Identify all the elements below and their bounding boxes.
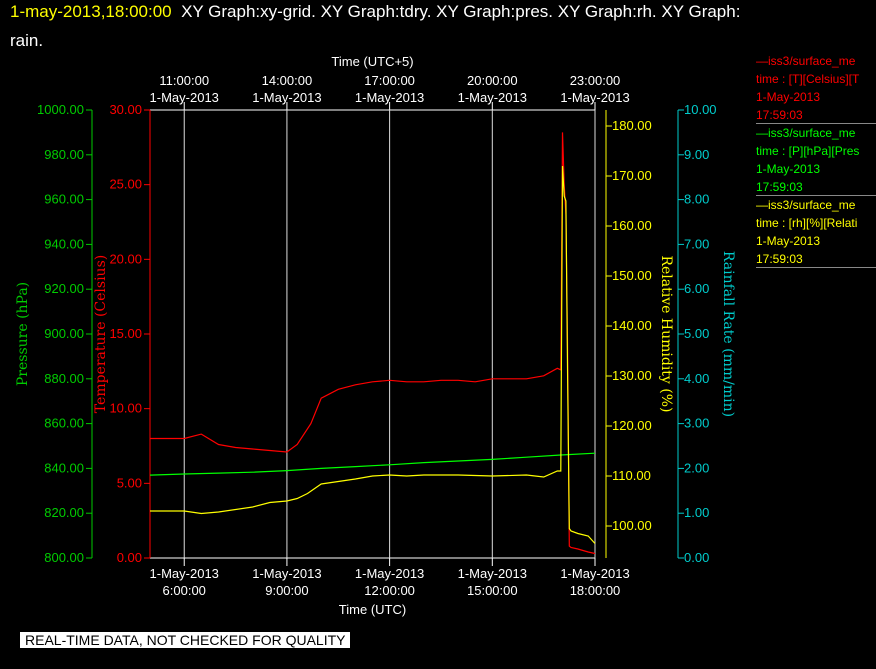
rh-tick-label: 160.00 xyxy=(612,218,652,233)
rh-tick-label: 100.00 xyxy=(612,518,652,533)
pressure-tick-label: 900.00 xyxy=(44,326,84,341)
top-x-tick-label-date: 1-May-2013 xyxy=(560,90,629,105)
series-line-P xyxy=(149,452,596,476)
rh-tick-label: 170.00 xyxy=(612,168,652,183)
x-tick-label-time: 15:00:00 xyxy=(467,583,518,598)
chart-title-line2: rain. xyxy=(10,31,44,50)
top-x-tick-label-date: 1-May-2013 xyxy=(252,90,321,105)
pressure-tick-label: 880.00 xyxy=(44,371,84,386)
legend-line: 1-May-2013 xyxy=(756,234,821,248)
legend-line: —iss3/surface_me xyxy=(756,54,856,68)
pressure-tick-label: 920.00 xyxy=(44,281,84,296)
pressure-tick-label: 840.00 xyxy=(44,460,84,475)
rain-tick-label: 6.00 xyxy=(684,281,709,296)
temperature-tick-label: 25.00 xyxy=(109,177,142,192)
x-tick-label-time: 18:00:00 xyxy=(570,583,621,598)
x-tick-label-date: 1-May-2013 xyxy=(252,566,321,581)
temperature-tick-label: 30.00 xyxy=(109,102,142,117)
rh-axis-title: Relative Humidity (%) xyxy=(658,255,674,412)
series-line-rh xyxy=(150,165,596,544)
pressure-tick-label: 860.00 xyxy=(44,416,84,431)
pressure-tick-label: 800.00 xyxy=(44,550,84,565)
x-tick-label-date: 1-May-2013 xyxy=(458,566,527,581)
x-tick-label-date: 1-May-2013 xyxy=(560,566,629,581)
x-tick-label-date: 1-May-2013 xyxy=(150,566,219,581)
top-x-tick-label-time: 17:00:00 xyxy=(364,73,415,88)
rh-tick-label: 150.00 xyxy=(612,268,652,283)
top-x-tick-label-time: 14:00:00 xyxy=(262,73,313,88)
rain-tick-label: 7.00 xyxy=(684,236,709,251)
legend-line: time : [rh][%][Relati xyxy=(756,216,858,230)
x-tick-label-time: 6:00:00 xyxy=(163,583,206,598)
temperature-axis-title: Temperature (Celsius) xyxy=(93,255,109,413)
top-x-tick-label-date: 1-May-2013 xyxy=(458,90,527,105)
top-x-tick-label-time: 11:00:00 xyxy=(159,73,209,88)
title-graph-list: XY Graph:xy-grid. XY Graph:tdry. XY Grap… xyxy=(181,2,741,21)
rh-tick-label: 140.00 xyxy=(612,318,652,333)
temperature-tick-label: 15.00 xyxy=(109,326,142,341)
series-line-T xyxy=(150,132,596,555)
pressure-tick-label: 820.00 xyxy=(44,505,84,520)
temperature-tick-label: 20.00 xyxy=(109,251,142,266)
legend-line: 17:59:03 xyxy=(756,108,803,122)
rain-tick-label: 10.00 xyxy=(684,102,717,117)
rain-axis-title: Rainfall Rate (mm/min) xyxy=(720,251,736,417)
pressure-tick-label: 1000.00 xyxy=(37,102,84,117)
title-date: 1-may-2013,18:00:00 xyxy=(10,2,172,21)
rh-tick-label: 130.00 xyxy=(612,368,652,383)
rain-tick-label: 3.00 xyxy=(684,416,709,431)
legend-line: time : [T][Celsius][T xyxy=(756,72,860,86)
rain-tick-label: 4.00 xyxy=(684,371,709,386)
legend-line: 1-May-2013 xyxy=(756,162,821,176)
rain-tick-label: 2.00 xyxy=(684,460,709,475)
rain-tick-label: 1.00 xyxy=(684,505,709,520)
temperature-tick-label: 0.00 xyxy=(117,550,142,565)
x-tick-label-time: 12:00:00 xyxy=(364,583,415,598)
legend-line: 17:59:03 xyxy=(756,180,803,194)
quality-warning: REAL-TIME DATA, NOT CHECKED FOR QUALITY xyxy=(20,632,351,648)
legend-line: time : [P][hPa][Pres xyxy=(756,144,860,158)
top-x-tick-label-time: 23:00:00 xyxy=(570,73,621,88)
x-tick-label-time: 9:00:00 xyxy=(265,583,308,598)
top-axis-title: Time (UTC+5) xyxy=(331,54,413,69)
pressure-tick-label: 960.00 xyxy=(44,192,84,207)
rain-tick-label: 9.00 xyxy=(684,147,709,162)
rh-tick-label: 110.00 xyxy=(612,468,651,483)
rh-tick-label: 120.00 xyxy=(612,418,652,433)
pressure-axis-title: Pressure (hPa) xyxy=(15,282,31,386)
rain-tick-label: 5.00 xyxy=(684,326,709,341)
legend-line: 17:59:03 xyxy=(756,252,803,266)
temperature-tick-label: 5.00 xyxy=(117,475,142,490)
chart-title: 1-may-2013,18:00:00 XY Graph:xy-grid. XY… xyxy=(10,2,740,22)
top-x-tick-label-time: 20:00:00 xyxy=(467,73,518,88)
legend-line: —iss3/surface_me xyxy=(756,198,856,212)
rain-tick-label: 8.00 xyxy=(684,192,709,207)
legend-divider xyxy=(756,267,876,268)
pressure-tick-label: 980.00 xyxy=(44,147,84,162)
rain-tick-label: 0.00 xyxy=(684,550,709,565)
plot-frame xyxy=(149,109,596,559)
x-tick-label-date: 1-May-2013 xyxy=(355,566,424,581)
bottom-axis-title: Time (UTC) xyxy=(339,602,406,617)
pressure-tick-label: 940.00 xyxy=(44,236,84,251)
top-x-tick-label-date: 1-May-2013 xyxy=(355,90,424,105)
rh-tick-label: 180.00 xyxy=(612,118,652,133)
temperature-tick-label: 10.00 xyxy=(109,401,142,416)
legend-line: 1-May-2013 xyxy=(756,90,821,104)
legend-line: —iss3/surface_me xyxy=(756,126,856,140)
legend-divider xyxy=(756,123,876,124)
top-x-tick-label-date: 1-May-2013 xyxy=(150,90,219,105)
legend-divider xyxy=(756,195,876,196)
